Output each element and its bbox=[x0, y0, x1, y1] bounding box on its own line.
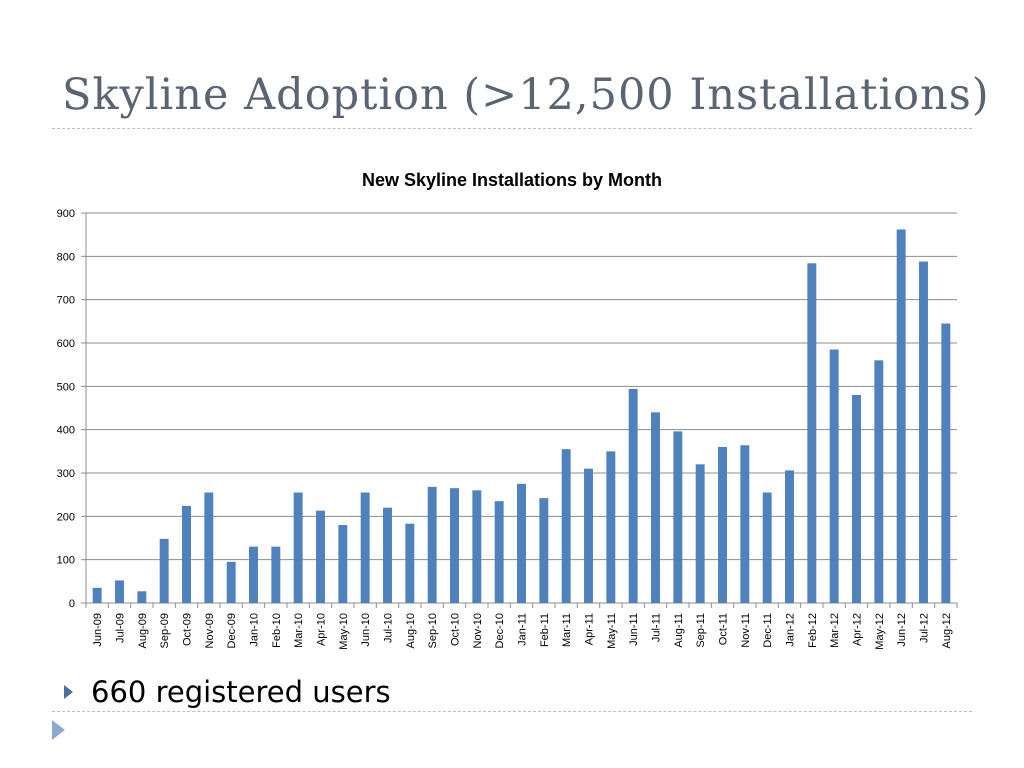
bar bbox=[115, 580, 124, 603]
x-tick-label: Aug-10 bbox=[405, 613, 417, 648]
y-tick-label: 400 bbox=[57, 425, 75, 437]
footer-divider bbox=[52, 711, 972, 712]
bar bbox=[92, 587, 102, 603]
bar bbox=[249, 546, 258, 603]
x-tick-label: Feb-10 bbox=[271, 613, 283, 648]
bar bbox=[226, 561, 236, 603]
bar bbox=[807, 263, 817, 603]
y-tick-label: 800 bbox=[57, 251, 75, 263]
x-tick-label: Dec-10 bbox=[494, 613, 506, 648]
bar bbox=[852, 395, 861, 603]
bar bbox=[427, 486, 437, 603]
x-tick-label: Apr-12 bbox=[852, 613, 864, 646]
bar bbox=[718, 447, 727, 603]
bar bbox=[896, 229, 906, 603]
x-tick-label: Aug-12 bbox=[941, 613, 953, 648]
bar bbox=[673, 431, 683, 603]
bar bbox=[204, 492, 214, 603]
bar bbox=[584, 468, 593, 603]
x-tick-label: Sep-11 bbox=[695, 613, 707, 648]
bar bbox=[494, 501, 504, 603]
bar bbox=[874, 360, 884, 603]
y-tick-label: 200 bbox=[57, 511, 75, 523]
x-tick-label: Jun-09 bbox=[92, 613, 104, 647]
x-tick-label: Nov-11 bbox=[740, 613, 752, 648]
x-tick-label: Jun-11 bbox=[628, 613, 640, 646]
y-tick-label: 600 bbox=[57, 338, 75, 350]
x-tick-label: Dec-11 bbox=[762, 613, 774, 648]
bar bbox=[539, 498, 549, 603]
x-tick-label: Apr-10 bbox=[316, 613, 328, 646]
x-tick-label: Aug-11 bbox=[673, 613, 685, 648]
bullet-text: 660 registered users bbox=[91, 675, 391, 709]
x-tick-label: Mar-11 bbox=[561, 613, 573, 647]
x-tick-label: May-11 bbox=[606, 613, 618, 649]
bar bbox=[919, 261, 928, 603]
bar bbox=[316, 510, 325, 603]
x-tick-label: Oct-09 bbox=[182, 613, 194, 646]
bar bbox=[695, 464, 705, 603]
x-tick-label: Jan-12 bbox=[785, 613, 797, 647]
x-tick-label: Dec-09 bbox=[226, 613, 238, 648]
bar bbox=[740, 445, 750, 603]
bar bbox=[271, 546, 281, 603]
y-tick-label: 0 bbox=[69, 598, 75, 610]
bar bbox=[137, 591, 147, 603]
x-tick-label: Jan-10 bbox=[249, 613, 261, 647]
x-tick-label: Oct-11 bbox=[718, 613, 730, 645]
x-tick-label: Mar-10 bbox=[293, 613, 305, 648]
title-divider bbox=[52, 128, 972, 129]
y-tick-label: 300 bbox=[57, 468, 75, 480]
y-tick-label: 500 bbox=[57, 381, 75, 393]
bar bbox=[159, 538, 169, 603]
bar bbox=[606, 451, 616, 603]
bar bbox=[628, 388, 638, 603]
chart-title: New Skyline Installations by Month bbox=[361, 170, 663, 190]
y-tick-label: 700 bbox=[57, 295, 75, 307]
x-tick-label: Aug-09 bbox=[137, 613, 149, 648]
x-tick-label: Feb-11 bbox=[539, 613, 551, 647]
bar bbox=[651, 412, 660, 603]
x-tick-label: Jun-10 bbox=[360, 613, 372, 647]
x-tick-label: May-10 bbox=[338, 613, 350, 650]
bar bbox=[472, 490, 482, 603]
bar bbox=[785, 470, 794, 603]
x-tick-label: Jul-12 bbox=[919, 613, 931, 643]
x-tick-label: Sep-10 bbox=[427, 613, 439, 648]
x-tick-label: May-12 bbox=[874, 613, 886, 650]
y-tick-label: 100 bbox=[57, 555, 75, 567]
y-tick-label: 900 bbox=[57, 208, 75, 220]
bullet-item: 660 registered users bbox=[64, 675, 391, 709]
x-tick-label: Jan-11 bbox=[517, 613, 529, 646]
x-tick-label: Oct-10 bbox=[450, 613, 462, 646]
x-tick-label: Jul-09 bbox=[115, 613, 127, 643]
x-tick-label: Nov-10 bbox=[472, 613, 484, 648]
bar bbox=[405, 523, 415, 603]
x-tick-label: Sep-09 bbox=[159, 613, 171, 648]
bar bbox=[338, 525, 348, 603]
bar bbox=[293, 492, 303, 603]
bar bbox=[383, 507, 392, 603]
bar bbox=[360, 492, 370, 603]
x-tick-label: Jul-10 bbox=[383, 613, 395, 643]
bar bbox=[182, 505, 191, 603]
corner-arrow-icon bbox=[52, 720, 65, 740]
x-tick-label: Jul-11 bbox=[651, 613, 663, 642]
x-tick-label: Nov-09 bbox=[204, 613, 216, 648]
slide-title: Skyline Adoption (>12,500 Installations) bbox=[62, 70, 990, 120]
x-tick-label: Mar-12 bbox=[829, 613, 841, 648]
x-tick-label: Jun-12 bbox=[896, 613, 908, 647]
x-tick-label: Apr-11 bbox=[584, 613, 596, 645]
bar bbox=[941, 323, 951, 603]
bar bbox=[762, 492, 772, 603]
bullet-arrow-icon bbox=[64, 685, 73, 699]
bar bbox=[450, 488, 459, 603]
bar bbox=[517, 483, 526, 603]
bar bbox=[829, 349, 839, 603]
bar bbox=[561, 449, 571, 603]
x-tick-label: Feb-12 bbox=[807, 613, 819, 648]
